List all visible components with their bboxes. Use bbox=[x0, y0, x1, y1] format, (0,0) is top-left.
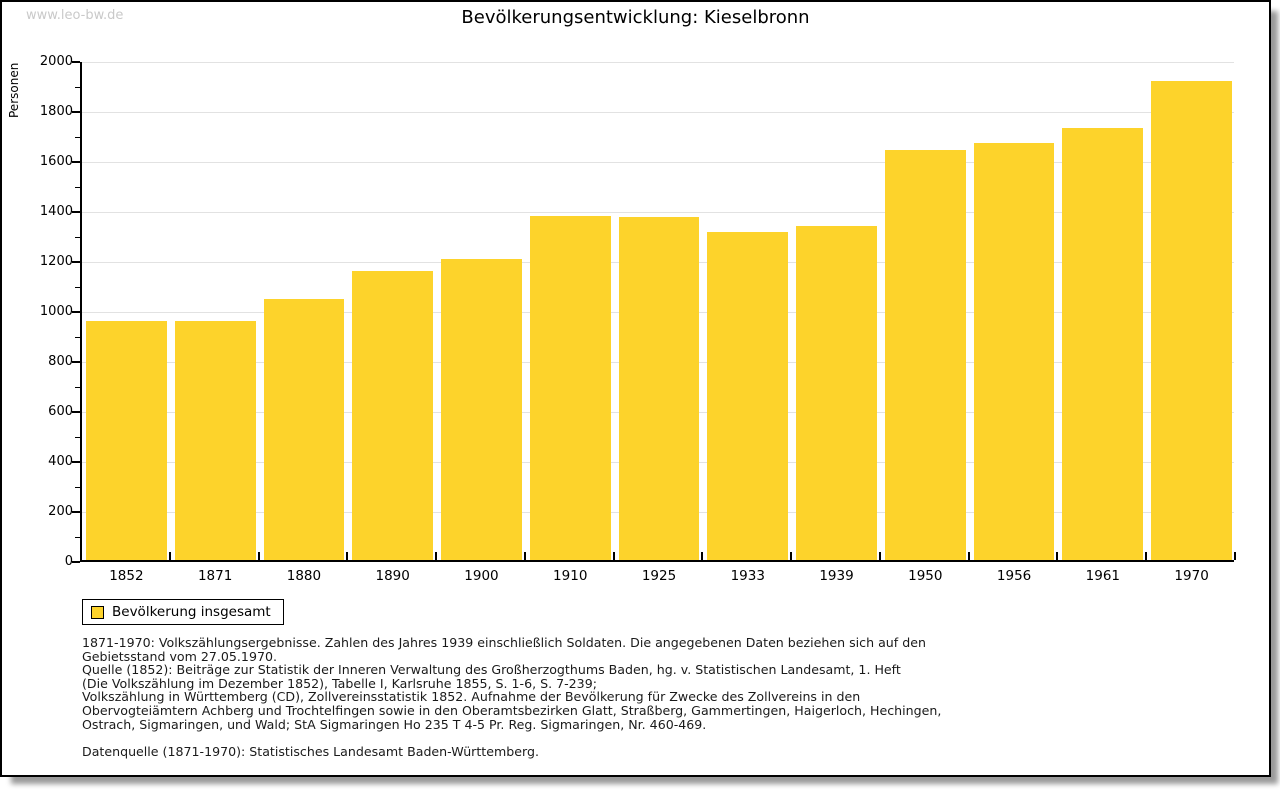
y-minor-tick bbox=[75, 387, 80, 388]
bar-1890 bbox=[352, 271, 434, 560]
bar-1956 bbox=[973, 143, 1055, 560]
y-major-tick bbox=[72, 211, 80, 213]
footnote-line: Obervogteiämtern Achberg und Trochtelfin… bbox=[82, 702, 942, 718]
x-tick-label: 1852 bbox=[109, 568, 144, 584]
y-minor-tick bbox=[75, 437, 80, 438]
bar-1871 bbox=[174, 320, 256, 560]
y-tick-label: 1600 bbox=[39, 154, 73, 169]
x-tick-label: 1956 bbox=[996, 568, 1032, 584]
y-minor-tick bbox=[75, 187, 80, 188]
datasource-line: Datenquelle (1871-1970): Statistisches L… bbox=[82, 744, 539, 759]
x-tick bbox=[346, 552, 349, 560]
bar-1900 bbox=[441, 258, 522, 560]
y-tick-label: 400 bbox=[48, 454, 73, 469]
y-major-tick bbox=[72, 411, 80, 413]
y-tick-label: 2000 bbox=[39, 54, 73, 69]
x-tick-label: 1871 bbox=[197, 568, 233, 584]
y-tick-label: 1400 bbox=[39, 204, 73, 219]
y-tick-label: 1000 bbox=[39, 304, 73, 319]
x-tick-label: 1925 bbox=[641, 568, 677, 584]
bar-1910 bbox=[529, 215, 611, 560]
bar-1880 bbox=[263, 299, 345, 560]
y-major-tick bbox=[72, 61, 80, 63]
y-minor-tick bbox=[75, 287, 80, 288]
footnote-line: Gebietsstand vom 27.05.1970. bbox=[82, 648, 277, 664]
y-major-tick bbox=[72, 161, 80, 163]
footnote-line: 1871-1970: Volkszählungsergebnisse. Zahl… bbox=[82, 635, 926, 650]
x-tick bbox=[257, 552, 260, 560]
x-tick-label: 1890 bbox=[375, 568, 410, 584]
bar-1925 bbox=[618, 217, 700, 560]
plot-area: 1852 1871 1880 1890 1900 1910 1925 1933 1939 1950… bbox=[72, 61, 1236, 584]
y-major-tick bbox=[72, 461, 80, 463]
x-tick-label: 1880 bbox=[286, 568, 322, 584]
legend-swatch bbox=[91, 605, 104, 619]
x-tick bbox=[435, 552, 438, 560]
y-major-tick bbox=[72, 511, 80, 513]
y-tick-label: 800 bbox=[48, 354, 73, 369]
y-major-tick bbox=[72, 111, 80, 113]
gridline bbox=[82, 61, 1234, 63]
x-tick bbox=[878, 552, 881, 560]
gridline bbox=[82, 211, 1234, 213]
x-tick bbox=[612, 552, 615, 560]
y-major-tick bbox=[72, 561, 80, 563]
y-major-tick bbox=[72, 261, 80, 263]
y-major-tick bbox=[72, 361, 80, 363]
x-tick-label: 1933 bbox=[730, 568, 765, 584]
bar-1852 bbox=[85, 321, 167, 560]
bar-1970 bbox=[1151, 80, 1232, 560]
y-tick-label: 200 bbox=[48, 504, 73, 519]
y-tick-label: 0 bbox=[64, 554, 73, 569]
chart-window: www.leo-bw.de Bevölkerungsentwicklung: K… bbox=[0, 0, 1271, 777]
x-tick-label: 1910 bbox=[553, 568, 588, 584]
x-tick bbox=[790, 552, 793, 560]
x-tick-label: 1939 bbox=[819, 568, 854, 584]
x-tick bbox=[523, 552, 526, 560]
x-tick bbox=[701, 552, 704, 560]
x-tick-label: 1950 bbox=[908, 568, 943, 584]
footnotes: 1871-1970: Volkszählungsergebnisse. Zahl… bbox=[82, 636, 941, 731]
y-minor-tick bbox=[75, 237, 80, 238]
gridline bbox=[82, 161, 1234, 163]
x-tick bbox=[967, 552, 970, 560]
y-major-tick bbox=[72, 311, 80, 313]
bar-1939 bbox=[796, 226, 877, 560]
bar-1933 bbox=[707, 232, 789, 560]
x-tick bbox=[1056, 552, 1059, 560]
y-tick-label: 1800 bbox=[39, 104, 73, 119]
footnote-line: Quelle (1852): Beiträge zur Statistik de… bbox=[82, 662, 901, 678]
y-minor-tick bbox=[75, 137, 80, 138]
bar-1950 bbox=[884, 149, 966, 560]
y-minor-tick bbox=[75, 537, 80, 538]
bar-1961 bbox=[1062, 127, 1144, 560]
footnote-line: Ostrach, Sigmaringen, und Wald; StA Sigm… bbox=[82, 716, 707, 732]
y-minor-tick bbox=[75, 487, 80, 488]
watermark: www.leo-bw.de bbox=[26, 8, 124, 23]
y-axis-tick-labels: 0 200 400 600 800 1000 1200 1400 1600 1800 2000 bbox=[2, 54, 73, 569]
x-tick bbox=[1145, 552, 1148, 560]
y-minor-tick bbox=[75, 87, 80, 88]
x-tick bbox=[168, 552, 171, 560]
x-tick-label: 1900 bbox=[464, 568, 499, 584]
legend-label: Bevölkerung insgesamt bbox=[112, 604, 271, 620]
x-tick bbox=[1234, 552, 1236, 560]
x-tick-label: 1970 bbox=[1174, 568, 1209, 584]
y-tick-label: 1200 bbox=[39, 254, 73, 269]
y-minor-tick bbox=[75, 337, 80, 338]
x-tick-label: 1961 bbox=[1085, 568, 1121, 584]
y-tick-label: 600 bbox=[48, 404, 73, 419]
footnote-line: (Die Volkszählung im Dezember 1852), Tab… bbox=[82, 675, 597, 691]
chart-title: Bevölkerungsentwicklung: Kieselbronn bbox=[461, 7, 810, 28]
legend: Bevölkerung insgesamt bbox=[82, 599, 284, 625]
gridline bbox=[82, 111, 1234, 113]
footnote-line: Volkszählung in Württemberg (CD), Zollve… bbox=[82, 689, 861, 705]
